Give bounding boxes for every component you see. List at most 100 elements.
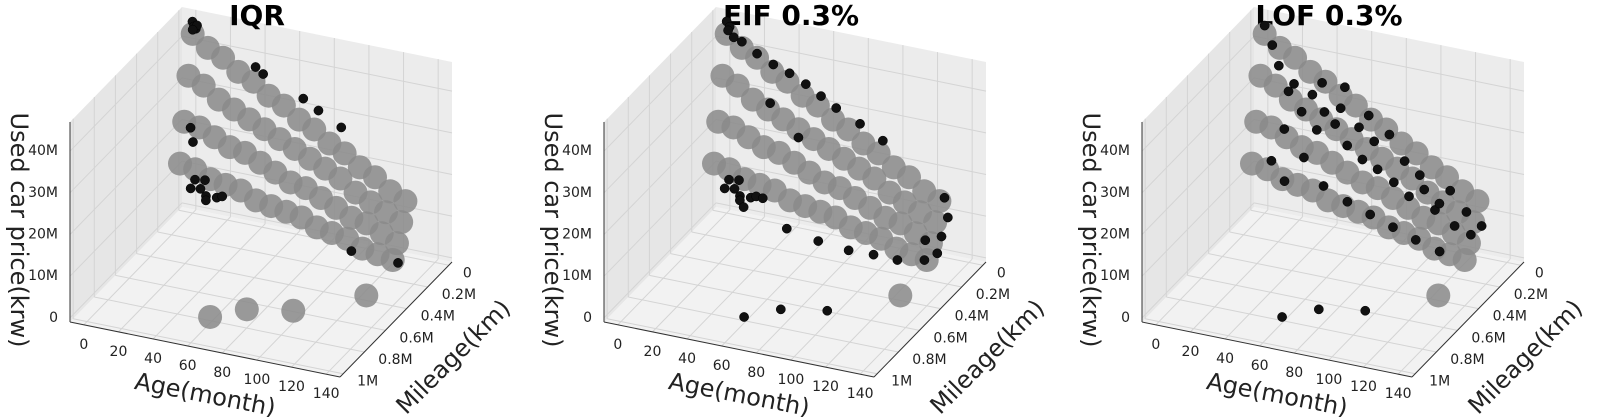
z-axis-label: Used car price(krw) (539, 113, 567, 348)
inlier-point (281, 298, 306, 323)
grid-line (69, 202, 183, 319)
outlier-point (1289, 79, 1299, 89)
inlier-point (234, 297, 259, 322)
y-tick-label: 0.6M (933, 330, 967, 346)
outlier-point (188, 137, 198, 147)
x-axis (69, 321, 341, 378)
inlier-point (354, 283, 379, 308)
outlier-point (1318, 181, 1329, 191)
outlier-point (1279, 124, 1290, 134)
y-axis (873, 261, 987, 378)
outlier-point (877, 135, 888, 146)
outlier-point (1357, 154, 1368, 165)
grid-line (603, 35, 717, 152)
y-axis (339, 261, 453, 378)
inlier-point (866, 141, 891, 166)
outlier-point (1414, 170, 1425, 180)
outlier-point (195, 184, 206, 194)
grid-line (1253, 35, 1525, 92)
grid-line (69, 119, 183, 235)
x-tick-label: 20 (1182, 344, 1200, 360)
grid-line (715, 77, 987, 134)
outlier-point (250, 62, 261, 72)
grid-line (603, 160, 717, 277)
outlier-point (719, 183, 730, 194)
x-tick-label: 140 (1385, 386, 1412, 402)
outlier-point (298, 93, 309, 104)
x-tick-label: 80 (1285, 365, 1303, 381)
outlier-point (1311, 125, 1322, 135)
outlier-point (1266, 155, 1277, 166)
outlier-point (1267, 40, 1278, 50)
inlier-point (393, 189, 418, 214)
z-axis-label: Used car price(krw) (5, 113, 33, 348)
x-tick-label: 0 (79, 337, 88, 353)
outlier-point (1399, 156, 1410, 166)
outlier-point (1388, 222, 1398, 233)
y-tick-label: 0 (463, 265, 472, 281)
z-tick-label: 30M (1100, 185, 1130, 201)
inlier-point (271, 93, 296, 118)
grid-line (157, 231, 428, 288)
x-tick-label: 60 (713, 358, 731, 374)
inlier-point (1452, 247, 1477, 272)
grid-line (73, 318, 344, 375)
grid-line (1293, 237, 1407, 354)
x-tick-label: 100 (778, 372, 805, 388)
outlier-point (920, 235, 931, 246)
x-tick-label: 140 (847, 386, 874, 402)
x-tick-label: 40 (678, 351, 696, 367)
inlier-point (1426, 283, 1451, 308)
y-tick-label: 0 (1535, 265, 1544, 281)
inlier-point (363, 165, 388, 190)
z-tick-label: 20M (562, 227, 592, 243)
grid-line (1397, 258, 1511, 375)
z-tick-label: 40M (562, 143, 592, 159)
outlier-point (765, 98, 775, 109)
outlier-point (728, 32, 739, 43)
grid-line (1229, 231, 1500, 288)
outlier-point (258, 69, 269, 79)
outlier-point (919, 255, 930, 265)
outlier-point (201, 195, 211, 206)
z-tick-label: 20M (1100, 227, 1130, 243)
outlier-point (781, 223, 792, 234)
inlier-point (836, 117, 861, 142)
outlier-point (724, 174, 734, 185)
grid-line (1253, 119, 1525, 175)
outlier-point (822, 305, 833, 316)
x-tick-label: 60 (179, 358, 197, 374)
grid-line (118, 216, 231, 333)
outlier-point (943, 212, 953, 223)
z-tick-label: 20M (28, 227, 58, 243)
outlier-point (393, 258, 403, 268)
grid-line (325, 258, 439, 375)
outlier-point (800, 79, 811, 89)
grid-line (181, 77, 453, 134)
z-tick-label: 10M (562, 268, 592, 284)
grid-line (1166, 296, 1437, 353)
outlier-point (1342, 196, 1353, 207)
grid-line (1141, 35, 1255, 152)
inlier-point (332, 141, 357, 166)
outlier-point (1449, 221, 1460, 231)
inlier-point (389, 210, 414, 235)
outlier-point (1283, 86, 1294, 97)
x-tick-label: 100 (1316, 372, 1343, 388)
x-tick-label: 0 (613, 337, 622, 353)
outlier-point (1372, 164, 1383, 175)
x-tick-label: 80 (747, 365, 765, 381)
y-tick-label: 0.2M (976, 287, 1010, 303)
grid-line (617, 209, 731, 326)
outlier-point (1319, 107, 1330, 117)
x-tick-label: 60 (1251, 358, 1269, 374)
outlier-point (813, 236, 824, 246)
z-tick-label: 0 (583, 310, 592, 326)
grid-line (1253, 77, 1525, 134)
outlier-point (784, 68, 795, 79)
outlier-point (1365, 209, 1376, 220)
outlier-point (734, 175, 744, 186)
grid-line (715, 119, 987, 175)
outlier-point (1335, 103, 1346, 114)
